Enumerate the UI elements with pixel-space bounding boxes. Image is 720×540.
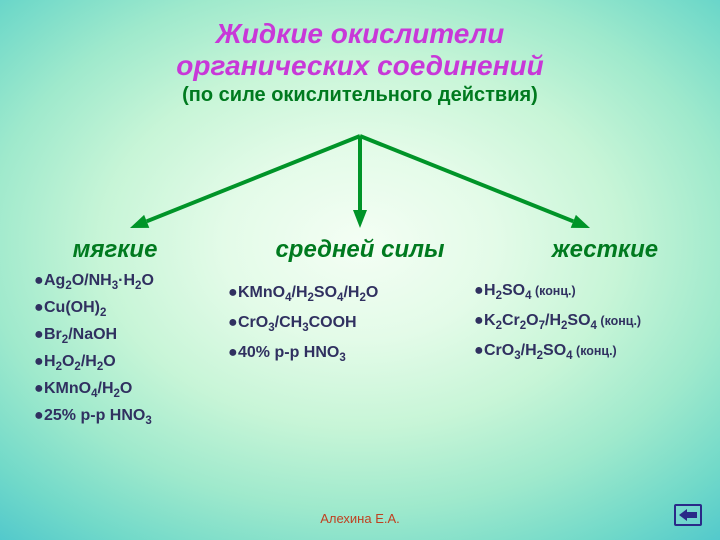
bullet-icon: ● (34, 272, 44, 290)
bullet-icon: ● (34, 407, 44, 425)
bullet-icon: ● (228, 344, 238, 362)
bullet-icon: ● (34, 326, 44, 344)
col2-list: ● KMnO4/H2SO4/H2O ● CrO3/CH3COOH ● 40% р-р… (210, 272, 470, 434)
bullet-icon: ● (228, 314, 238, 332)
col1-heading: мягкие (0, 236, 230, 264)
col1-list: ● Ag2O/NH3·H2O ● Cu(OH)2 ● Br2/NaOH ● H2O2/… (0, 272, 210, 434)
col3-list: ● H2SO4 (конц.) ● K2Cr2O7/H2SO4 (конц.) ● … (470, 272, 720, 434)
home-back-icon[interactable] (674, 504, 702, 526)
title-line-1: Жидкие окислители (0, 18, 720, 50)
bullet-icon: ● (34, 380, 44, 398)
list-item: ● H2O2/H2O (34, 353, 210, 371)
footer-author: Алехина Е.А. (0, 511, 720, 526)
title-block: Жидкие окислители органических соединени… (0, 0, 720, 107)
bullet-icon: ● (474, 342, 484, 360)
slide: Жидкие окислители органических соединени… (0, 0, 720, 540)
column-headings: мягкие средней силы жесткие (0, 236, 720, 264)
subtitle: (по силе окислительного действия) (0, 84, 720, 107)
list-item: ● H2SO4 (конц.) (474, 282, 720, 300)
list-item: ● CrO3/CH3COOH (228, 314, 470, 332)
list-item: ● 25% р-р HNO3 (34, 407, 210, 425)
list-item: ● 40% р-р HNO3 (228, 344, 470, 362)
columns: ● Ag2O/NH3·H2O ● Cu(OH)2 ● Br2/NaOH ● H2O2/… (0, 272, 720, 434)
arrows-diagram (0, 130, 720, 240)
bullet-icon: ● (34, 299, 44, 317)
list-item: ● KMnO4/H2SO4/H2O (228, 284, 470, 302)
list-item: ● Ag2O/NH3·H2O (34, 272, 210, 290)
list-item: ● CrO3/H2SO4 (конц.) (474, 342, 720, 360)
bullet-icon: ● (474, 312, 484, 330)
col2-heading: средней силы (230, 236, 490, 264)
col3-heading: жесткие (490, 236, 720, 264)
list-item: ● Cu(OH)2 (34, 299, 210, 317)
bullet-icon: ● (228, 284, 238, 302)
list-item: ● Br2/NaOH (34, 326, 210, 344)
list-item: ● KMnO4/H2O (34, 380, 210, 398)
bullet-icon: ● (474, 282, 484, 300)
title-line-2: органических соединений (0, 50, 720, 82)
bullet-icon: ● (34, 353, 44, 371)
list-item: ● K2Cr2O7/H2SO4 (конц.) (474, 312, 720, 330)
